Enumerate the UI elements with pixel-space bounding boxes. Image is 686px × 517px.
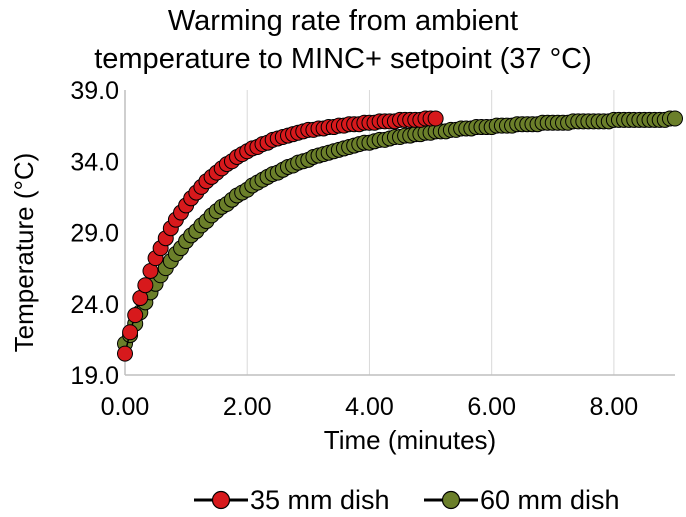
x-tick-label: 8.00 [590,393,639,421]
y-tick-label: 19.0 [70,362,119,390]
series-line [124,117,675,345]
chart-title-line-1: Warming rate from ambient [167,5,519,37]
legend-item-35mm: 35 mm dish [192,484,390,516]
y-tick-label: 29.0 [70,220,119,248]
x-tick-label: 4.00 [345,393,394,421]
data-point [127,307,144,324]
data-point [427,110,444,127]
data-point [137,277,154,294]
y-axis-label: Temperature (°C) [9,153,39,353]
chart-plot: 19.0 24.0 29.0 34.0 39.0 0.00 2.00 4.00 6.00 8.00… [9,77,683,455]
legend-item-60mm: 60 mm dish [422,484,620,516]
x-tick-label: 6.00 [467,393,516,421]
legend-label-35mm: 35 mm dish [250,485,390,515]
legend-marker-35mm [194,490,248,510]
data-point [117,345,133,362]
chart-title-line-2: temperature to MINC+ setpoint (37 °C) [94,43,592,75]
x-tick-label: 0.00 [101,393,150,421]
x-tick-label: 2.00 [223,393,272,421]
data-point [667,110,683,127]
series-60mm [117,110,683,352]
y-tick-label: 39.0 [70,77,119,105]
data-point [122,324,139,341]
series-35mm [117,110,444,362]
legend-label-60mm: 60 mm dish [480,485,620,515]
legend-marker-60mm [424,490,478,510]
y-tick-label: 34.0 [70,148,119,176]
y-tick-label: 24.0 [70,291,119,319]
x-axis-label: Time (minutes) [324,425,496,455]
